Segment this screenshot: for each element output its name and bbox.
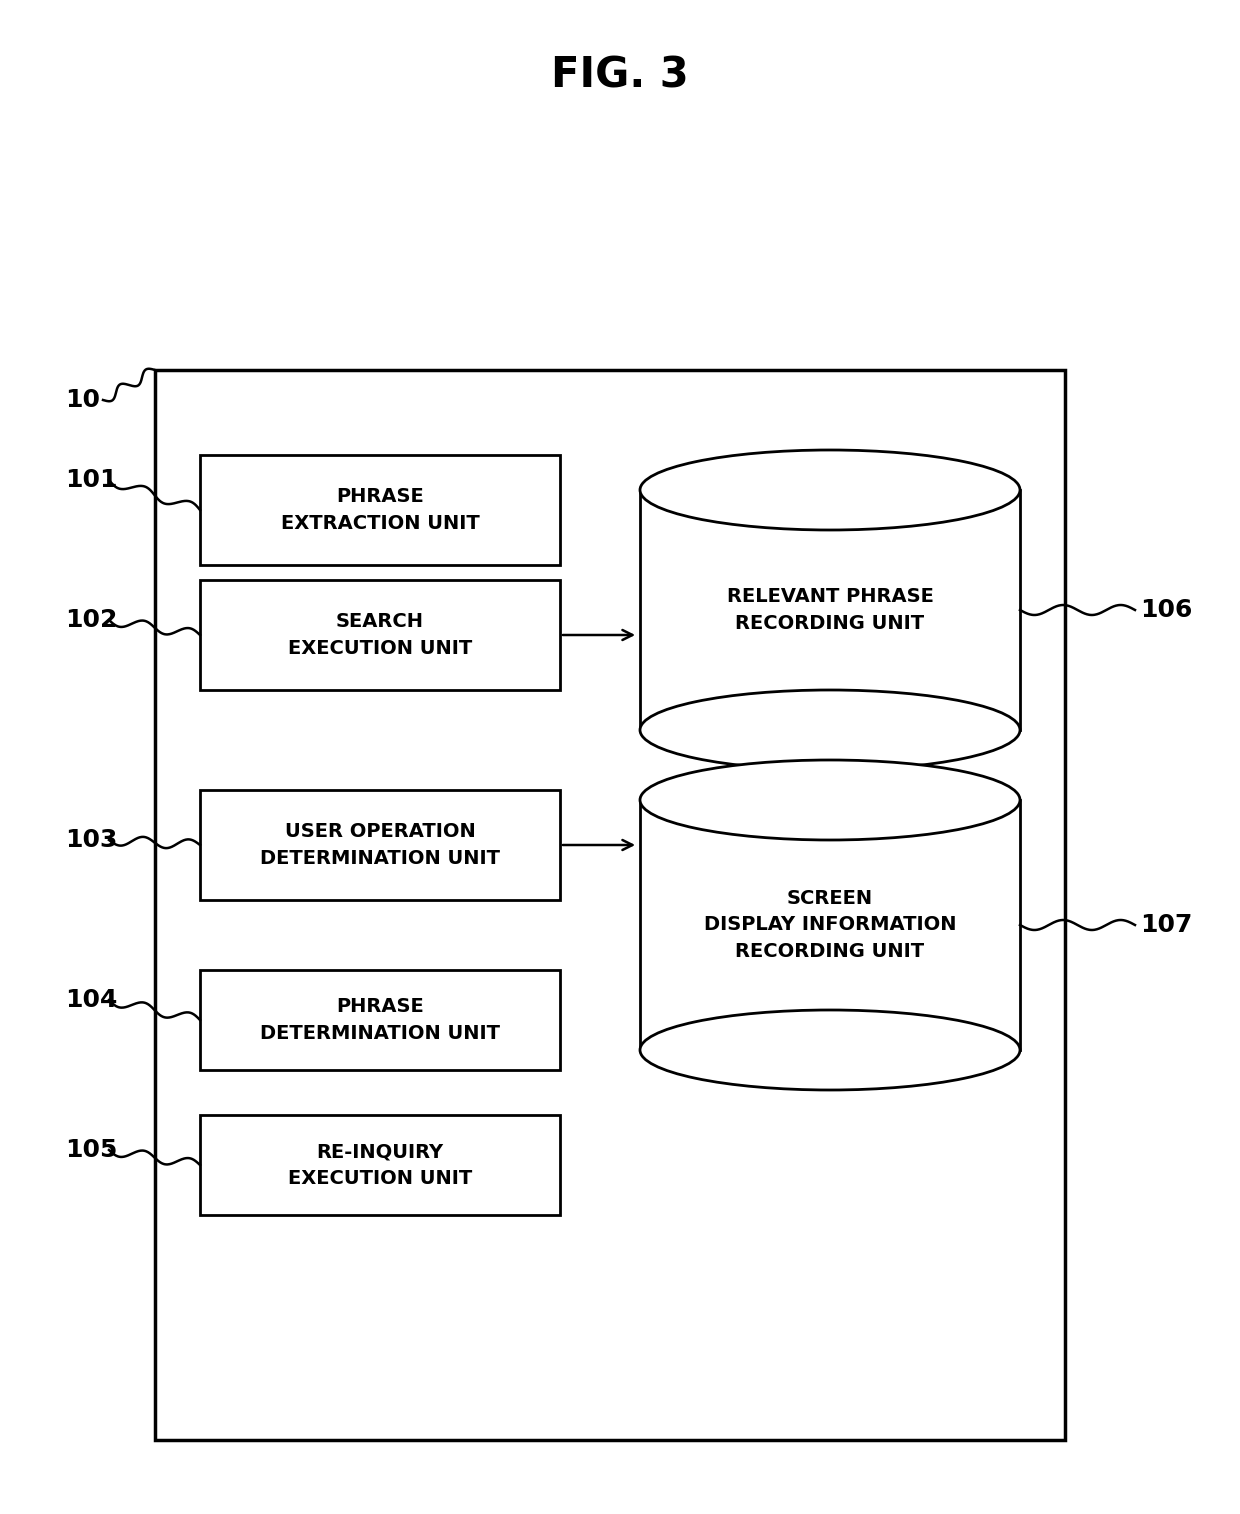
Text: 104: 104: [64, 989, 118, 1011]
Text: PHRASE
EXTRACTION UNIT: PHRASE EXTRACTION UNIT: [280, 488, 480, 533]
Text: FIG. 3: FIG. 3: [551, 55, 689, 95]
Text: 10: 10: [64, 388, 100, 412]
Ellipse shape: [640, 450, 1021, 530]
Text: USER OPERATION
DETERMINATION UNIT: USER OPERATION DETERMINATION UNIT: [260, 822, 500, 868]
Ellipse shape: [640, 1010, 1021, 1090]
Text: RELEVANT PHRASE
RECORDING UNIT: RELEVANT PHRASE RECORDING UNIT: [727, 587, 934, 633]
Polygon shape: [640, 491, 1021, 730]
Text: RE-INQUIRY
EXECUTION UNIT: RE-INQUIRY EXECUTION UNIT: [288, 1142, 472, 1188]
FancyBboxPatch shape: [155, 369, 1065, 1440]
Text: 101: 101: [64, 468, 118, 492]
Text: 103: 103: [64, 828, 118, 852]
FancyBboxPatch shape: [200, 790, 560, 899]
Text: 107: 107: [1140, 913, 1193, 937]
FancyBboxPatch shape: [200, 580, 560, 690]
Text: SEARCH
EXECUTION UNIT: SEARCH EXECUTION UNIT: [288, 612, 472, 657]
FancyBboxPatch shape: [200, 456, 560, 565]
Text: SCREEN
DISPLAY INFORMATION
RECORDING UNIT: SCREEN DISPLAY INFORMATION RECORDING UNI…: [704, 889, 956, 961]
Text: 102: 102: [64, 609, 118, 631]
FancyBboxPatch shape: [200, 970, 560, 1070]
Ellipse shape: [640, 690, 1021, 771]
Text: 105: 105: [64, 1139, 118, 1163]
Text: PHRASE
DETERMINATION UNIT: PHRASE DETERMINATION UNIT: [260, 998, 500, 1043]
Text: 106: 106: [1140, 598, 1193, 622]
FancyBboxPatch shape: [200, 1114, 560, 1216]
Polygon shape: [640, 799, 1021, 1051]
Ellipse shape: [640, 760, 1021, 840]
